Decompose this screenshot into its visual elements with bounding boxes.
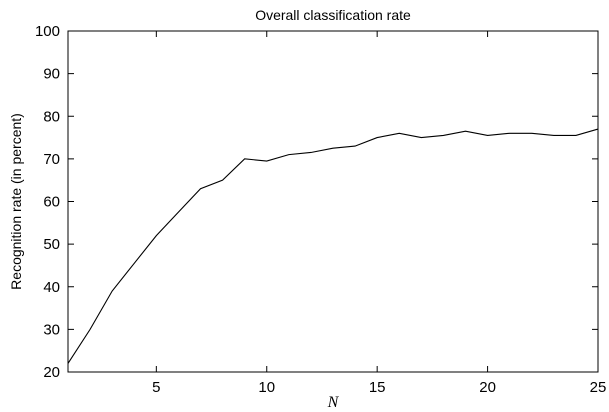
x-axis-label: N: [327, 394, 340, 411]
y-tick-label: 30: [43, 321, 60, 338]
y-tick-label: 40: [43, 279, 60, 296]
y-tick-label: 100: [35, 23, 60, 40]
ticks-layer: 20 30 40 50 60 70 80 90 100 5 10 15 20 25: [35, 23, 606, 396]
x-tick-label: 5: [152, 379, 160, 396]
x-tick-label: 20: [479, 379, 496, 396]
series-layer: [67, 128, 599, 364]
y-tick-label: 50: [43, 236, 60, 253]
y-tick-label: 90: [43, 66, 60, 83]
y-tick-label: 70: [43, 151, 60, 168]
series-line: [67, 128, 599, 364]
y-axis-label: Recognition rate (in percent): [8, 113, 24, 290]
plot-area-frame: [67, 30, 599, 373]
y-tick-label: 20: [43, 364, 60, 381]
chart-title: Overall classification rate: [255, 7, 411, 23]
y-tick-label: 60: [43, 194, 60, 211]
x-tick-label: 25: [590, 379, 607, 396]
y-tick-label: 80: [43, 108, 60, 125]
x-tick-label: 10: [258, 379, 275, 396]
x-tick-label: 15: [369, 379, 386, 396]
